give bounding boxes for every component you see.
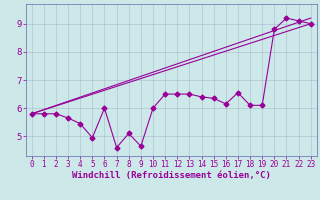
X-axis label: Windchill (Refroidissement éolien,°C): Windchill (Refroidissement éolien,°C) (72, 171, 271, 180)
